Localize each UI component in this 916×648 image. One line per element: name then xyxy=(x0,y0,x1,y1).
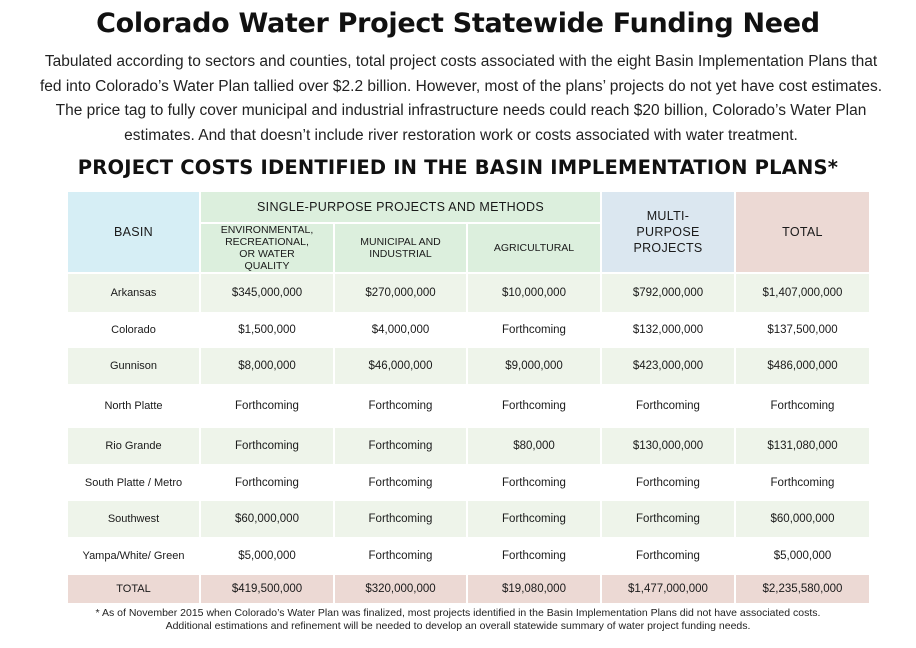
cell-multi-purpose-total: $1,477,000,000 xyxy=(600,573,736,605)
header-environmental: ENVIRONMENTAL, RECREATIONAL, OR WATER QU… xyxy=(199,222,335,274)
footnote-line-1: * As of November 2015 when Colorado’s Wa… xyxy=(95,607,821,619)
cell-environmental-total: $419,500,000 xyxy=(199,573,335,605)
cell-agricultural: $80,000 xyxy=(466,426,602,466)
cell-municipal-total: $320,000,000 xyxy=(333,573,468,605)
cell-basin: Arkansas xyxy=(66,272,201,314)
cell-environmental: $8,000,000 xyxy=(199,346,335,386)
cell-total: Forthcoming xyxy=(734,384,871,428)
header-municipal-label: MUNICIPAL AND INDUSTRIAL xyxy=(360,236,441,260)
cell-basin: North Platte xyxy=(66,384,201,428)
cell-municipal: $46,000,000 xyxy=(333,346,468,386)
header-municipal: MUNICIPAL AND INDUSTRIAL xyxy=(333,222,468,274)
header-single-purpose: SINGLE-PURPOSE PROJECTS AND METHODS xyxy=(199,190,602,224)
table-row: Rio Grande Forthcoming Forthcoming $80,0… xyxy=(66,426,871,466)
page-title: Colorado Water Project Statewide Funding… xyxy=(96,8,820,39)
cell-agricultural: Forthcoming xyxy=(466,499,602,539)
table-row: Colorado $1,500,000 $4,000,000 Forthcomi… xyxy=(66,312,871,348)
cell-total: $1,407,000,000 xyxy=(734,272,871,314)
cell-basin: Southwest xyxy=(66,499,201,539)
cell-total-label: TOTAL xyxy=(66,573,201,605)
header-agricultural: AGRICULTURAL xyxy=(466,222,602,274)
cell-basin: Yampa/White/ Green xyxy=(66,537,201,575)
cell-multi-purpose: Forthcoming xyxy=(600,384,736,428)
footnote-line-2: Additional estimations and refinement wi… xyxy=(165,620,751,632)
table-subtitle: PROJECT COSTS IDENTIFIED IN THE BASIN IM… xyxy=(77,156,839,179)
cell-environmental: Forthcoming xyxy=(199,464,335,501)
cell-environmental: $5,000,000 xyxy=(199,537,335,575)
cell-multi-purpose: $132,000,000 xyxy=(600,312,736,348)
cell-environmental: $60,000,000 xyxy=(199,499,335,539)
header-basin: BASIN xyxy=(66,190,201,274)
table-row: Arkansas $345,000,000 $270,000,000 $10,0… xyxy=(66,272,871,314)
cell-agricultural: Forthcoming xyxy=(466,464,602,501)
cell-agricultural: $9,000,000 xyxy=(466,346,602,386)
intro-paragraph: Tabulated according to sectors and count… xyxy=(39,53,883,144)
cell-municipal: Forthcoming xyxy=(333,384,468,428)
table-row: Gunnison $8,000,000 $46,000,000 $9,000,0… xyxy=(66,346,871,386)
cell-multi-purpose: Forthcoming xyxy=(600,537,736,575)
cell-total: $131,080,000 xyxy=(734,426,871,466)
cell-multi-purpose: Forthcoming xyxy=(600,464,736,501)
cell-municipal: $270,000,000 xyxy=(333,272,468,314)
cell-environmental: $345,000,000 xyxy=(199,272,335,314)
cell-environmental: Forthcoming xyxy=(199,426,335,466)
cell-total: $60,000,000 xyxy=(734,499,871,539)
table-row: North Platte Forthcoming Forthcoming For… xyxy=(66,384,871,428)
cell-municipal: $4,000,000 xyxy=(333,312,468,348)
project-costs-table: BASIN SINGLE-PURPOSE PROJECTS AND METHOD… xyxy=(66,190,871,605)
header-total: TOTAL xyxy=(734,190,871,274)
cell-basin: Rio Grande xyxy=(66,426,201,466)
cell-multi-purpose: $130,000,000 xyxy=(600,426,736,466)
cell-environmental: $1,500,000 xyxy=(199,312,335,348)
footnote: * As of November 2015 when Colorado’s Wa… xyxy=(60,607,856,633)
header-multi-purpose: MULTI-PURPOSE PROJECTS xyxy=(600,190,736,274)
cell-agricultural: Forthcoming xyxy=(466,384,602,428)
cell-agricultural: Forthcoming xyxy=(466,312,602,348)
table-row: Yampa/White/ Green $5,000,000 Forthcomin… xyxy=(66,537,871,575)
cell-agricultural-total: $19,080,000 xyxy=(466,573,602,605)
cell-multi-purpose: $423,000,000 xyxy=(600,346,736,386)
table-row: South Platte / Metro Forthcoming Forthco… xyxy=(66,464,871,501)
cell-total: Forthcoming xyxy=(734,464,871,501)
header-environmental-label: ENVIRONMENTAL, RECREATIONAL, OR WATER QU… xyxy=(220,224,314,272)
table-body: Arkansas $345,000,000 $270,000,000 $10,0… xyxy=(66,272,871,605)
cell-multi-purpose: Forthcoming xyxy=(600,499,736,539)
cell-municipal: Forthcoming xyxy=(333,499,468,539)
cell-total: $5,000,000 xyxy=(734,537,871,575)
cell-agricultural: Forthcoming xyxy=(466,537,602,575)
totals-row: TOTAL $419,500,000 $320,000,000 $19,080,… xyxy=(66,573,871,605)
cell-basin: Colorado xyxy=(66,312,201,348)
header-multi-purpose-label: MULTI-PURPOSE PROJECTS xyxy=(633,209,703,255)
cell-agricultural: $10,000,000 xyxy=(466,272,602,314)
cell-basin: South Platte / Metro xyxy=(66,464,201,501)
cell-municipal: Forthcoming xyxy=(333,537,468,575)
cell-total: $137,500,000 xyxy=(734,312,871,348)
table-row: Southwest $60,000,000 Forthcoming Forthc… xyxy=(66,499,871,539)
cell-basin: Gunnison xyxy=(66,346,201,386)
cell-total: $486,000,000 xyxy=(734,346,871,386)
cell-environmental: Forthcoming xyxy=(199,384,335,428)
cell-grand-total: $2,235,580,000 xyxy=(734,573,871,605)
cell-multi-purpose: $792,000,000 xyxy=(600,272,736,314)
cell-municipal: Forthcoming xyxy=(333,426,468,466)
cell-municipal: Forthcoming xyxy=(333,464,468,501)
